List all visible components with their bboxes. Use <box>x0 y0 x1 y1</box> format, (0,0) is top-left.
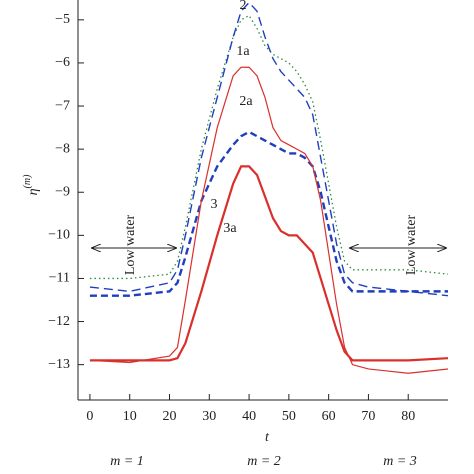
series-line <box>89 1 448 297</box>
x-tick-label: 30 <box>202 409 216 424</box>
x-tick-label: 70 <box>361 409 375 424</box>
annotation: 3a <box>223 221 237 236</box>
footer-label: m = 3 <box>383 454 417 469</box>
y-tick-label: −5 <box>55 12 70 27</box>
annotation: 1a <box>236 44 250 59</box>
x-tick-label: 80 <box>401 409 415 424</box>
series-line <box>89 66 448 374</box>
footer-label: m = 2 <box>247 454 281 469</box>
y-axis-label-sup: (m) <box>22 174 33 189</box>
annotation: Low water <box>404 215 419 276</box>
y-axis-label: η(m) <box>22 174 41 196</box>
x-tick-label: 60 <box>322 409 336 424</box>
annotation: 2a <box>239 94 253 109</box>
y-tick-label: −11 <box>49 271 70 286</box>
plot-area <box>89 1 448 374</box>
x-tick-label: 10 <box>123 409 137 424</box>
footer-label: m = 1 <box>110 454 144 469</box>
x-tick-label: 50 <box>282 409 296 424</box>
x-tick-label: 20 <box>163 409 177 424</box>
x-axis-label: t <box>265 430 270 445</box>
x-tick-label: 40 <box>242 409 256 424</box>
annotation: 3 <box>211 197 218 212</box>
series-line <box>89 14 448 280</box>
y-tick-label: −10 <box>48 228 70 243</box>
y-axis-label-main: η <box>26 188 41 195</box>
y-tick-label: −12 <box>48 314 70 329</box>
x-tick-label: 0 <box>86 409 93 424</box>
y-tick-label: −8 <box>55 141 70 156</box>
y-tick-label: −13 <box>48 357 70 372</box>
annotation: Low water <box>123 215 138 276</box>
y-tick-label: −9 <box>55 184 70 199</box>
y-tick-label: −6 <box>55 55 70 70</box>
annotation: 2 <box>240 0 247 13</box>
series-line <box>89 130 448 297</box>
y-tick-label: −7 <box>55 98 70 113</box>
series-line <box>89 165 448 362</box>
